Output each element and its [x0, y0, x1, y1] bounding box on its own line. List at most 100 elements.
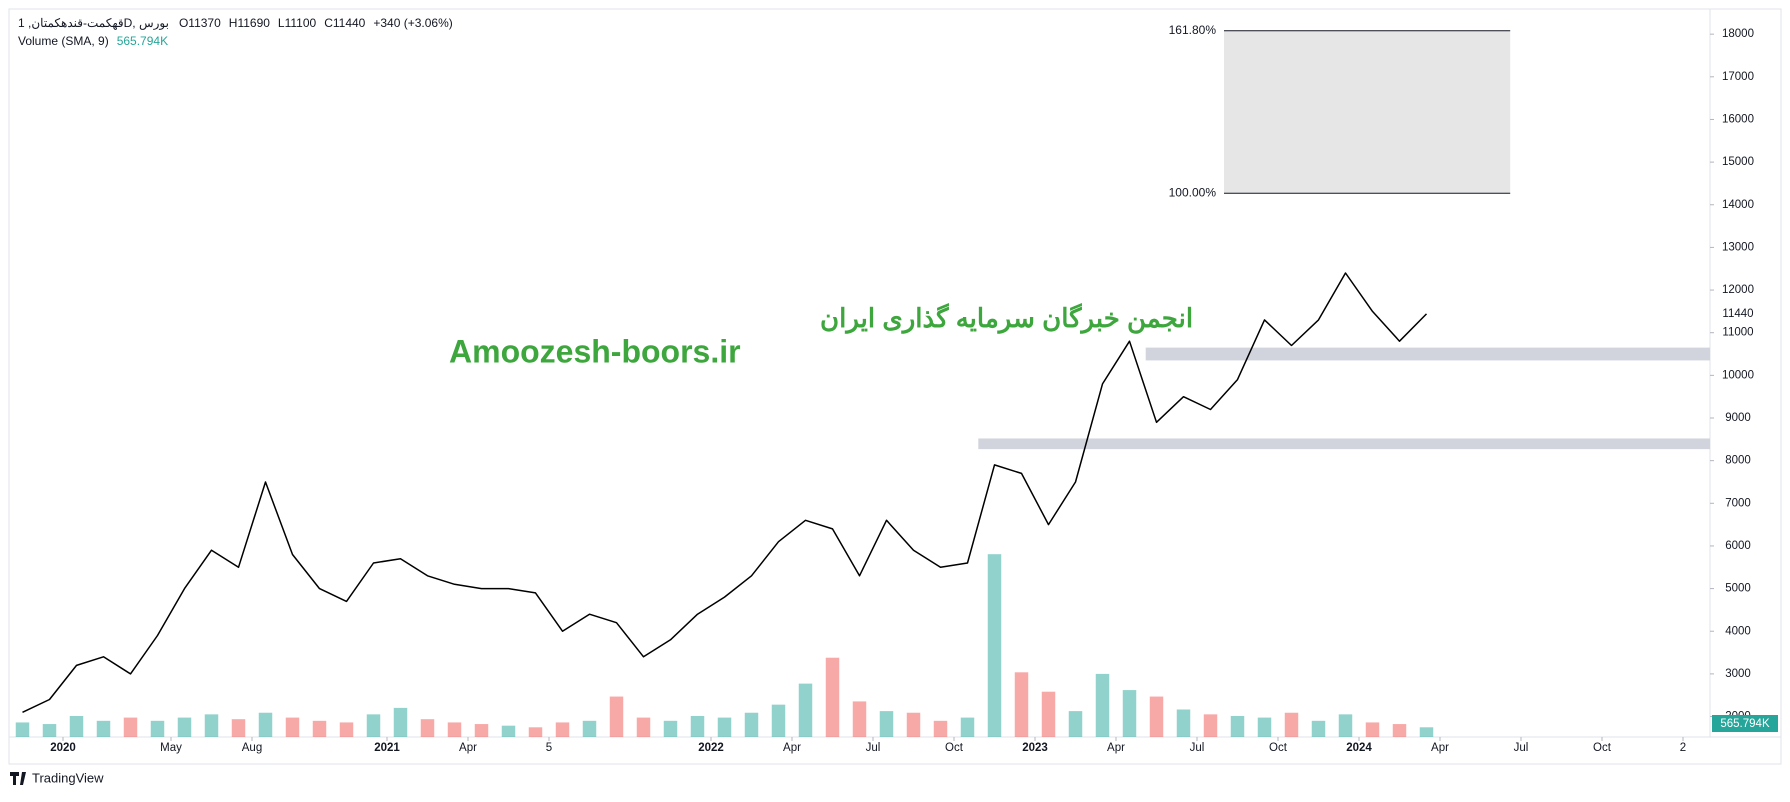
- y-tick-label: 15000: [1722, 156, 1754, 168]
- ohlc-label: O: [179, 16, 188, 30]
- volume-bar: [1419, 727, 1434, 737]
- legend-line: Volume (SMA, 9) 565.794K: [18, 34, 168, 48]
- volume-bar: [555, 722, 570, 737]
- volume-bar: [879, 711, 894, 737]
- volume-bar: [1392, 724, 1407, 737]
- y-tick-label: 17000: [1722, 71, 1754, 83]
- x-tick-label: Jul: [866, 742, 881, 754]
- y-tick-label: 3000: [1725, 668, 1751, 680]
- volume-bar: [393, 707, 408, 737]
- x-tick-label: Oct: [1593, 742, 1612, 754]
- y-tick-label: 7000: [1725, 497, 1751, 509]
- volume-bar: [312, 720, 327, 737]
- volume-bar: [1338, 714, 1353, 737]
- x-tick-label: Apr: [783, 742, 801, 754]
- y-tick-label: 16000: [1722, 113, 1754, 125]
- y-tick-label: 8000: [1725, 455, 1751, 467]
- volume-bar: [852, 701, 867, 737]
- volume-bar: [987, 554, 1002, 737]
- volume-bar: [1284, 712, 1299, 737]
- volume-bar: [636, 717, 651, 737]
- x-tick-label: Aug: [242, 742, 262, 754]
- volume-bar: [1365, 722, 1380, 737]
- x-tick-label: Apr: [459, 742, 477, 754]
- x-tick-label: 2022: [698, 742, 724, 754]
- symbol: قهکمت-قندهکمتان, 1D, بورس: [18, 16, 169, 30]
- ohlc-value: 11690: [237, 16, 270, 30]
- x-tick-label: 2: [1680, 742, 1686, 754]
- brand[interactable]: TradingView: [32, 770, 104, 785]
- price-line: [22, 272, 1428, 713]
- volume-bar: [501, 725, 516, 737]
- x-tick-label: 2020: [50, 742, 76, 754]
- volume-bar: [663, 720, 678, 737]
- volume-bar: [1014, 672, 1029, 737]
- y-tick-label: 4000: [1725, 625, 1751, 637]
- volume-bar: [825, 657, 840, 737]
- x-tick-label: 2023: [1022, 742, 1048, 754]
- volume-bar: [1203, 714, 1218, 737]
- volume-bar: [285, 717, 300, 737]
- support-zone: [978, 438, 1710, 450]
- ohlc-label: H: [229, 16, 238, 30]
- ohlc-value: 11440: [333, 16, 366, 30]
- x-tick-label: 5: [546, 742, 552, 754]
- y-tick-label: 14000: [1722, 199, 1754, 211]
- volume-bar: [1041, 691, 1056, 737]
- volume-bar: [690, 715, 705, 737]
- volume-bar: [798, 683, 813, 737]
- y-tick-label: 9000: [1725, 412, 1751, 424]
- last-price-label: 11440: [1722, 308, 1753, 320]
- volume-bar: [528, 727, 543, 737]
- y-tick-label: 13000: [1722, 241, 1754, 253]
- volume-bar: [1257, 717, 1272, 737]
- frame: [8, 8, 1782, 765]
- volume-bar: [906, 712, 921, 737]
- volume-bar: [582, 720, 597, 737]
- volume-bar: [1311, 720, 1326, 737]
- volume-bar: [609, 696, 624, 737]
- x-tick-label: Apr: [1107, 742, 1125, 754]
- volume-bar: [474, 724, 489, 737]
- support-zone: [1145, 347, 1710, 361]
- ohlc-label: L: [278, 16, 285, 30]
- x-tick-label: 2024: [1346, 742, 1372, 754]
- x-tick-label: May: [160, 742, 182, 754]
- x-tick-label: Jul: [1514, 742, 1529, 754]
- volume-bar: [1176, 709, 1191, 737]
- volume-bar: [933, 720, 948, 737]
- x-tick-label: Apr: [1431, 742, 1449, 754]
- volume-badge-label: 565.794K: [1720, 718, 1770, 730]
- volume-bar: [1149, 696, 1164, 737]
- volume-bar: [447, 722, 462, 737]
- y-tick-label: 18000: [1722, 28, 1754, 40]
- y-tick-label: 11000: [1722, 327, 1753, 339]
- x-tick-label: 2021: [374, 742, 400, 754]
- legend-line: قهکمت-قندهکمتان, 1D, بورس O11370 H11690 L11…: [18, 16, 453, 30]
- y-tick-label: 6000: [1725, 540, 1751, 552]
- volume-badge: [1712, 715, 1778, 732]
- change: +340 (+3.06%): [373, 16, 452, 30]
- volume-bar: [69, 715, 84, 737]
- watermark-line: Amoozesh-boors.ir: [449, 333, 741, 369]
- x-tick-label: Jul: [1190, 742, 1205, 754]
- volume-bar: [42, 724, 57, 737]
- volume-bar: [258, 712, 273, 737]
- volume-bar: [1068, 711, 1083, 737]
- volume-bar: [366, 714, 381, 737]
- volume-value: 565.794K: [117, 34, 168, 48]
- volume-bar: [1230, 715, 1245, 737]
- y-tick-label: 12000: [1722, 284, 1754, 296]
- volume-bar: [960, 717, 975, 737]
- volume-bar: [744, 712, 759, 737]
- volume-bar: [123, 717, 138, 737]
- volume-bar: [1122, 690, 1137, 737]
- volume-bar: [96, 720, 111, 737]
- watermark-line: انجمن خبرگان سرمایه گذاری ایران: [820, 303, 1193, 334]
- volume-bar: [771, 704, 786, 737]
- ohlc-label: C: [324, 16, 333, 30]
- x-tick-label: Oct: [945, 742, 964, 754]
- volume-bar: [204, 714, 219, 737]
